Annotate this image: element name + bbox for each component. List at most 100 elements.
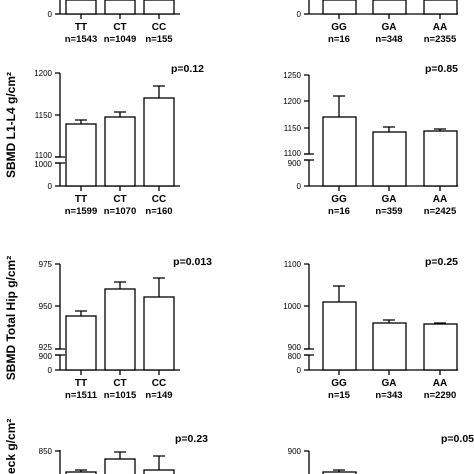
panel-neck-tt-ct-cc: eck g/cm² p=0.23 850 <box>4 419 208 474</box>
n-label: n=1015 <box>104 390 137 401</box>
x-ticks <box>338 370 441 375</box>
category-label: GA <box>382 194 397 205</box>
y-tick-label: 1100 <box>284 260 302 269</box>
y-tick-label: 0 <box>48 182 53 191</box>
y-ticks <box>55 263 60 371</box>
category-label: TT <box>75 194 87 205</box>
category-label: CT <box>113 378 126 389</box>
error-bar-tt <box>75 119 87 124</box>
category-label: GA <box>382 22 397 33</box>
y-tick-label: 975 <box>39 260 53 269</box>
category-label: CT <box>113 22 126 33</box>
bar-ct-top <box>104 0 136 15</box>
bar-aa <box>423 323 458 371</box>
y-tick-label: 925 <box>39 343 53 352</box>
bar-gg <box>322 116 357 187</box>
y-tick-label: 1150 <box>284 124 302 133</box>
panel-top-right: 0 GG GA AA n=16 n=348 n=2355 <box>297 0 458 45</box>
y-tick-label: 1100 <box>35 151 53 160</box>
error-bar-ga <box>383 126 395 132</box>
bar-tt-top <box>65 0 97 15</box>
y-tick-label: 0 <box>297 182 302 191</box>
y-tick-label: 0 <box>48 10 53 19</box>
n-label: n=1070 <box>104 206 137 217</box>
y-ticks <box>304 74 309 187</box>
bar-ct <box>104 288 136 371</box>
n-label: n=15 <box>328 390 351 401</box>
y-tick-label: 1000 <box>34 160 52 169</box>
x-ticks <box>338 186 441 191</box>
category-label: AA <box>433 194 447 205</box>
panel-neck-gg-ga-aa: p=0.05 900 <box>288 433 474 474</box>
n-label: n=1511 <box>65 390 98 401</box>
y-tick-label: 1250 <box>283 71 301 80</box>
n-label: n=1049 <box>104 34 137 45</box>
p-value: p=0.013 <box>173 256 212 268</box>
error-bar-gg <box>333 285 345 302</box>
x-ticks <box>80 186 160 191</box>
bar-ga <box>372 131 407 187</box>
n-label: n=348 <box>375 34 402 45</box>
x-tick <box>80 14 160 19</box>
axis-break-mark <box>55 348 65 356</box>
error-bar-gg <box>333 95 345 117</box>
panel-hip-gg-ga-aa: p=0.25 1100 1000 900 800 0 GG GA AA n=15… <box>283 256 458 401</box>
p-value: p=0.85 <box>425 63 458 75</box>
y-tick-label: 1150 <box>35 111 53 120</box>
error-bar-cc <box>153 455 165 470</box>
error-bar-cc <box>153 277 165 297</box>
category-label: GA <box>382 378 397 389</box>
y-axis-label: SBMD L1-L4 g/cm² <box>4 72 18 178</box>
y-tick-label: 0 <box>297 366 302 375</box>
y-tick-label: 950 <box>39 302 53 311</box>
category-label: AA <box>433 22 447 33</box>
y-tick-label: 0 <box>48 366 53 375</box>
panel-top-left: 0 TT CT CC n=1543 n=1049 n=155 <box>48 0 180 45</box>
n-label: n=1543 <box>65 34 98 45</box>
bar-ct <box>104 116 136 187</box>
error-bar-tt <box>75 310 87 316</box>
p-value: p=0.05 <box>441 433 474 445</box>
y-tick-label: 900 <box>288 343 302 352</box>
x-tick <box>338 14 441 19</box>
n-label: n=16 <box>328 34 350 45</box>
category-label: CC <box>152 22 166 33</box>
y-tick-label: 1200 <box>34 69 52 78</box>
error-bar-ct <box>114 111 126 117</box>
n-label: n=1599 <box>65 206 98 217</box>
axis-break-mark <box>55 156 65 164</box>
bar-gg <box>322 301 357 371</box>
category-label: CT <box>113 194 126 205</box>
category-label: GG <box>331 194 347 205</box>
axis-break-mark <box>304 348 314 356</box>
n-label: n=149 <box>145 390 172 401</box>
n-label: n=2290 <box>424 390 457 401</box>
bar-cc <box>143 469 175 474</box>
error-bar-cc <box>153 85 165 98</box>
category-label: GG <box>331 22 347 33</box>
bar-aa <box>423 130 458 187</box>
p-value: p=0.25 <box>425 256 458 268</box>
bar-ga-top <box>372 0 407 15</box>
y-tick-label: 900 <box>288 447 302 456</box>
bar-gg <box>322 471 357 474</box>
panel-l1l4-tt-ct-cc: SBMD L1-L4 g/cm² p=0.12 1200 1150 1100 1… <box>4 63 204 217</box>
y-tick-label: 0 <box>297 10 302 19</box>
bar-cc <box>143 97 175 187</box>
x-ticks <box>80 370 160 375</box>
bar-ct <box>104 458 136 474</box>
y-tick-label: 900 <box>288 159 302 168</box>
bar-gg-top <box>322 0 357 15</box>
y-axis-label: SBMD Total Hip g/cm² <box>4 256 18 380</box>
bar-ga <box>372 322 407 371</box>
bar-tt <box>65 315 97 371</box>
p-value: p=0.23 <box>175 433 208 445</box>
panel-hip-tt-ct-cc: SBMD Total Hip g/cm² p=0.013 975 950 925… <box>4 256 212 401</box>
error-bar-ct <box>114 451 126 459</box>
bar-tt <box>65 123 97 187</box>
n-label: n=2355 <box>424 34 457 45</box>
p-value: p=0.12 <box>171 63 204 75</box>
category-label: CC <box>152 194 166 205</box>
n-label: n=16 <box>328 206 350 217</box>
